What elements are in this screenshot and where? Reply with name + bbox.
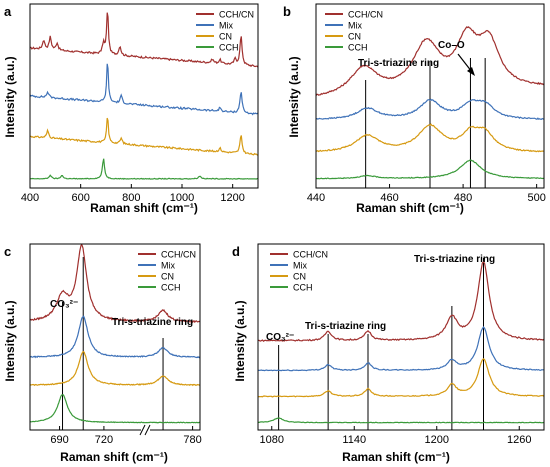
series-line-cch-cn: [315, 26, 545, 96]
panel-a-ylabel: Intensity (a.u.): [3, 56, 17, 137]
series-line-mix: [315, 98, 545, 121]
series-line-mix: [257, 325, 545, 372]
panel-d-lines: [257, 261, 545, 424]
panel-c-annotation-triazine: Tri-s-triazine ring: [112, 317, 193, 328]
legend-label: CN: [161, 272, 174, 282]
x-tick-label: 720: [95, 434, 113, 446]
legend-label: CN: [219, 32, 232, 42]
panel-a-ticks: 400 600 800 1000 1200: [21, 184, 245, 204]
series-line-cch-cn: [30, 12, 259, 68]
panel-c-annotation-co3: CO₃²⁻: [50, 299, 78, 310]
panel-d-ticks: 1080 1140 1200 1260: [260, 426, 531, 446]
panel-b-co-o-arrow: [457, 53, 475, 76]
panel-c: c Intensity (a.u.) Raman shift (cm⁻¹) 69…: [3, 243, 202, 464]
x-tick-label: 1200: [425, 434, 449, 446]
panel-c-xlabel: Raman shift (cm⁻¹): [60, 450, 168, 464]
panel-b: b Intensity (a.u.) Raman shift (cm⁻¹) 44…: [283, 3, 546, 215]
x-tick-label: 800: [122, 192, 140, 204]
panel-d-marker-lines: [278, 258, 484, 430]
x-tick-label: 1260: [507, 434, 531, 446]
panel-b-annotation-triazine: Tri-s-triazine ring: [358, 58, 439, 69]
legend-label: CN: [348, 32, 361, 42]
x-tick-label: 1140: [342, 434, 366, 446]
series-line-mix: [30, 315, 201, 359]
panel-a-lines: [29, 12, 259, 180]
series-line-mix: [29, 63, 259, 116]
panel-a-frame: [29, 3, 259, 189]
legend-label: CCH/CN: [219, 10, 254, 20]
series-line-cch: [29, 158, 258, 180]
series-line-cch: [257, 417, 545, 424]
legend-label: CCH: [293, 283, 313, 293]
panel-c-ticks: 690 720 780: [50, 426, 202, 446]
panel-c-label: c: [4, 244, 11, 259]
panel-d-annotation-triazine-1: Tri-s-triazine ring: [305, 321, 386, 332]
panel-c-marker-lines: [62, 257, 164, 430]
legend-label: CCH: [161, 283, 181, 293]
x-tick-label: 1000: [170, 192, 194, 204]
legend-label: Mix: [293, 261, 307, 271]
panel-d: d Intensity (a.u.) Raman shift (cm⁻¹) 10…: [232, 243, 545, 464]
panel-d-annotation-co3: CO₃²⁻: [266, 332, 294, 343]
x-tick-label: 600: [71, 192, 89, 204]
series-line-cn: [29, 117, 259, 156]
legend-label: CCH: [219, 43, 239, 53]
x-tick-label: 780: [183, 434, 201, 446]
series-line-cch-cn: [258, 261, 545, 342]
legend-label: Mix: [161, 261, 175, 271]
legend-label: CCH: [348, 43, 368, 53]
panel-b-label: b: [283, 4, 291, 19]
legend-label: CCH/CN: [293, 250, 328, 260]
panel-b-ylabel: Intensity (a.u.): [287, 56, 301, 137]
panel-b-annotation-co-o: Co–O: [438, 40, 465, 51]
panel-a-label: a: [4, 4, 12, 19]
panel-b-ticks: 440 460 480 500: [307, 184, 546, 204]
series-line-cn: [29, 350, 200, 387]
panel-b-lines: [315, 26, 545, 180]
panel-c-frame: [29, 243, 201, 431]
panel-a-xlabel: Raman shift (cm⁻¹): [90, 201, 198, 215]
x-tick-label: 400: [21, 192, 39, 204]
panel-c-annotation-co3-text: CO₃²⁻: [50, 299, 78, 310]
panel-d-frame: [257, 243, 545, 431]
legend-label: Mix: [348, 21, 362, 31]
x-tick-label: 440: [307, 192, 325, 204]
panel-d-xlabel: Raman shift (cm⁻¹): [342, 450, 450, 464]
legend-label: Mix: [219, 21, 233, 31]
x-tick-label: 480: [454, 192, 472, 204]
panel-b-frame: [315, 3, 545, 189]
x-tick-label: 500: [527, 192, 545, 204]
axis-break-icon: [139, 424, 151, 436]
panel-c-lines: [29, 243, 201, 424]
panel-d-ylabel: Intensity (a.u.): [233, 300, 247, 381]
series-line-cch: [29, 394, 201, 424]
series-line-cch-cn: [29, 243, 201, 324]
series-line-cn: [315, 123, 545, 153]
series-line-cch: [315, 159, 545, 180]
panel-c-ylabel: Intensity (a.u.): [3, 300, 17, 381]
series-line-cn: [257, 358, 545, 398]
x-tick-label: 1080: [260, 434, 284, 446]
legend-label: CCH/CN: [161, 250, 196, 260]
x-tick-label: 690: [50, 434, 68, 446]
x-tick-label: 460: [380, 192, 398, 204]
panel-a: a Intensity (a.u.) Raman shift (cm⁻¹) 40…: [3, 3, 259, 215]
legend-label: CCH/CN: [348, 10, 383, 20]
panel-d-annotation-triazine-2: Tri-s-triazine ring: [414, 254, 495, 265]
panel-d-label: d: [232, 244, 240, 259]
legend-label: CN: [293, 272, 306, 282]
x-tick-label: 1200: [220, 192, 244, 204]
panel-b-xlabel: Raman shift (cm⁻¹): [356, 201, 464, 215]
